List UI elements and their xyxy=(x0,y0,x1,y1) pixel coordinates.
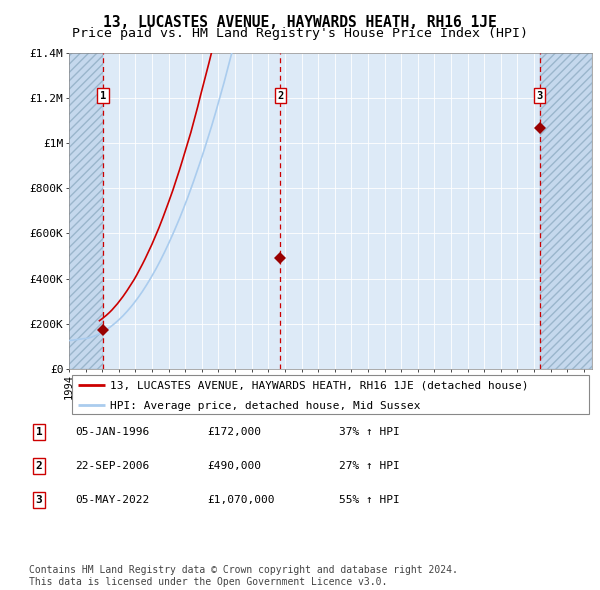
Text: £1,070,000: £1,070,000 xyxy=(207,496,275,505)
Text: 13, LUCASTES AVENUE, HAYWARDS HEATH, RH16 1JE: 13, LUCASTES AVENUE, HAYWARDS HEATH, RH1… xyxy=(103,15,497,30)
Text: 2: 2 xyxy=(35,461,43,471)
Text: 05-JAN-1996: 05-JAN-1996 xyxy=(75,427,149,437)
Text: 1: 1 xyxy=(100,91,106,101)
Text: 55% ↑ HPI: 55% ↑ HPI xyxy=(339,496,400,505)
Text: 2: 2 xyxy=(277,91,283,101)
Text: 1: 1 xyxy=(35,427,43,437)
FancyBboxPatch shape xyxy=(71,375,589,414)
Text: 13, LUCASTES AVENUE, HAYWARDS HEATH, RH16 1JE (detached house): 13, LUCASTES AVENUE, HAYWARDS HEATH, RH1… xyxy=(110,381,529,391)
Text: 27% ↑ HPI: 27% ↑ HPI xyxy=(339,461,400,471)
Bar xyxy=(540,53,592,369)
Text: 37% ↑ HPI: 37% ↑ HPI xyxy=(339,427,400,437)
Text: HPI: Average price, detached house, Mid Sussex: HPI: Average price, detached house, Mid … xyxy=(110,401,421,411)
Text: 05-MAY-2022: 05-MAY-2022 xyxy=(75,496,149,505)
Text: 3: 3 xyxy=(536,91,543,101)
Text: 22-SEP-2006: 22-SEP-2006 xyxy=(75,461,149,471)
Text: £172,000: £172,000 xyxy=(207,427,261,437)
Text: Contains HM Land Registry data © Crown copyright and database right 2024.
This d: Contains HM Land Registry data © Crown c… xyxy=(29,565,458,587)
Text: Price paid vs. HM Land Registry's House Price Index (HPI): Price paid vs. HM Land Registry's House … xyxy=(72,27,528,40)
Bar xyxy=(69,53,103,369)
Text: £490,000: £490,000 xyxy=(207,461,261,471)
Text: 3: 3 xyxy=(35,496,43,505)
